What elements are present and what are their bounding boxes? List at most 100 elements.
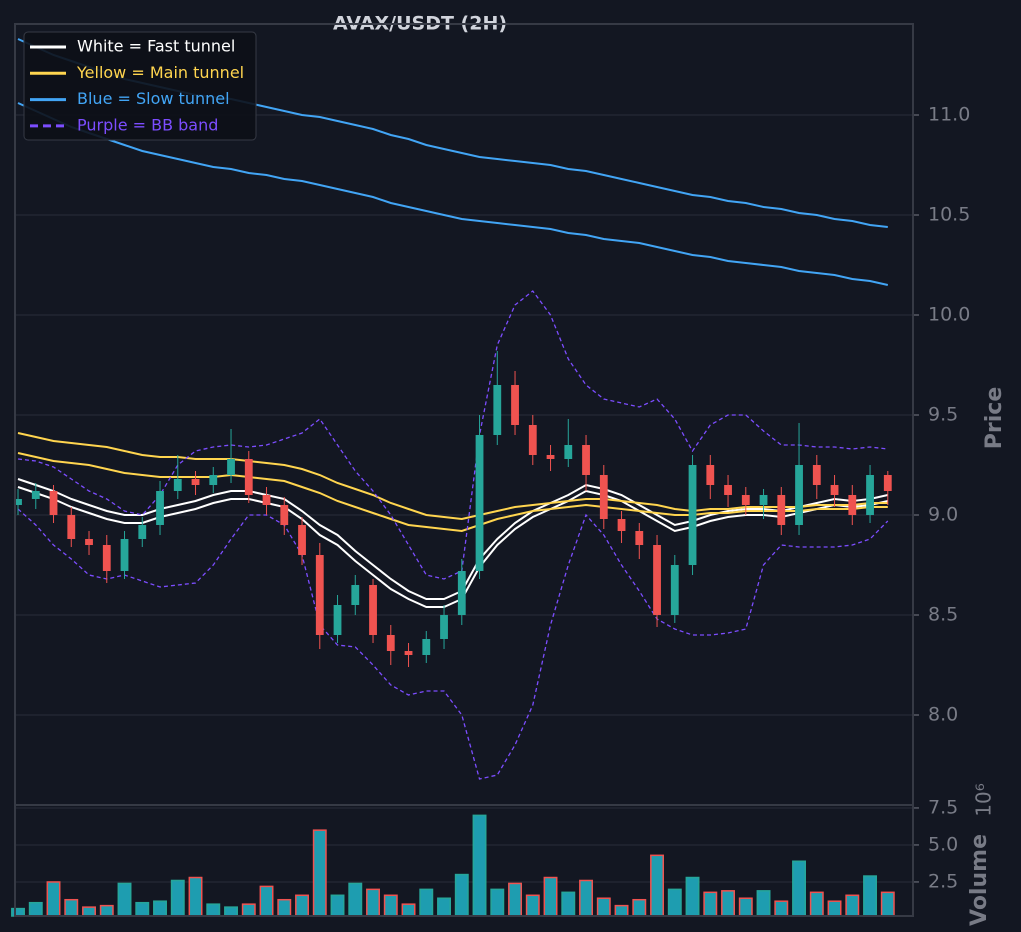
candle-body [493, 385, 502, 435]
legend-label: White = Fast tunnel [77, 37, 235, 56]
volume-bar [685, 876, 700, 917]
candle-body [209, 475, 218, 485]
volume-bar [188, 876, 203, 917]
candle-body [582, 445, 590, 475]
tunnel-line [17, 508, 889, 780]
volume-bar [650, 854, 664, 917]
volume-bar [277, 898, 292, 917]
candle-body [564, 445, 573, 459]
volume-bar [472, 814, 487, 917]
candle-body [706, 465, 715, 485]
y-tick-label: 10.5 [928, 204, 970, 226]
candle-body [599, 475, 608, 519]
plot-layer: 8.0 8.5 9.0 9.5 10.0 10.5 11.0 2.5 5.0 7.5 White =… [11, 23, 970, 917]
y-tick-label: 9.0 [928, 504, 958, 526]
volume-bar [632, 898, 647, 917]
volume-bar [117, 882, 132, 917]
candle-body [812, 465, 821, 485]
legend: White = Fast tunnel Yellow = Main tunnel B… [23, 31, 257, 141]
volume-bar [206, 903, 221, 917]
candle-body [156, 491, 164, 525]
candle-body [85, 539, 93, 545]
candle-body [244, 459, 253, 495]
volume-bar [437, 897, 451, 917]
candle-body [333, 605, 342, 635]
volume-axis-label: Volume [967, 834, 992, 926]
volume-multiplier: 10⁶ [972, 783, 996, 816]
candle-body [262, 495, 271, 505]
candle-body [280, 505, 289, 525]
volume-bar [135, 901, 150, 917]
legend-label: Blue = Slow tunnel [77, 89, 230, 108]
candle-body [173, 479, 182, 491]
candle-body [67, 515, 76, 539]
candle-body [369, 585, 377, 635]
candle-body [14, 499, 22, 505]
candle-body [741, 495, 750, 505]
volume-bar [153, 900, 167, 917]
volume-bar [99, 904, 114, 917]
volume-bar [419, 888, 434, 917]
volume-bar [614, 904, 629, 917]
y-tick-label: 11.0 [928, 104, 970, 126]
volume-tick-label: 7.5 [928, 796, 958, 818]
candle-body [848, 495, 857, 515]
volume-bar [241, 903, 256, 917]
volume-bar [863, 875, 878, 917]
volume-bar [64, 898, 79, 917]
volume-bar [366, 888, 380, 917]
candle-body [866, 475, 874, 515]
volume-bar [454, 873, 469, 917]
candle-body [635, 531, 644, 545]
candle-body [191, 479, 200, 485]
candle-body [653, 545, 661, 615]
y-tick-label: 9.5 [928, 404, 958, 426]
candle-body [49, 491, 58, 515]
volume-bar [756, 890, 771, 917]
tunnel-line [17, 432, 888, 521]
candle-body [528, 425, 537, 455]
candle-body [31, 491, 40, 499]
volume-bar [561, 891, 576, 917]
candle-body [475, 435, 484, 571]
candle-body [546, 455, 555, 459]
volume-bar [348, 882, 363, 917]
volume-frame [14, 804, 914, 917]
volume-bar [792, 860, 807, 917]
candle-body [724, 485, 732, 495]
volume-bar [330, 894, 345, 917]
volume-bar [490, 888, 505, 917]
volume-bar [845, 894, 860, 917]
tunnel-line [17, 452, 888, 533]
candle-body [440, 615, 448, 639]
volume-tick-label: 2.5 [928, 870, 958, 892]
candle-body [422, 639, 431, 655]
volume-bar [596, 897, 611, 917]
candle-body [511, 385, 519, 425]
volume-bar [721, 890, 736, 917]
volume-bar [383, 894, 398, 917]
volume-bar [11, 907, 25, 917]
volume-bar [738, 897, 753, 917]
volume-bar [880, 891, 895, 917]
volume-bar [295, 894, 309, 917]
volume-bar [312, 829, 327, 917]
candle-body [457, 571, 466, 615]
volume-bar [827, 900, 842, 917]
legend-box [23, 31, 257, 141]
candle-body [120, 539, 129, 571]
candle-body [795, 465, 803, 525]
candle-body [315, 555, 324, 635]
volume-bar [46, 881, 61, 917]
candle-body [777, 495, 786, 525]
volume-bar [543, 876, 558, 917]
candle-body [351, 585, 360, 605]
y-tick-label: 10.0 [928, 304, 970, 326]
legend-label: Purple = BB band [77, 115, 218, 134]
volume-bar [401, 903, 416, 917]
candle-body [759, 495, 768, 505]
candle-body [883, 475, 892, 491]
volume-bar [579, 879, 593, 917]
volume-bar [508, 882, 522, 917]
